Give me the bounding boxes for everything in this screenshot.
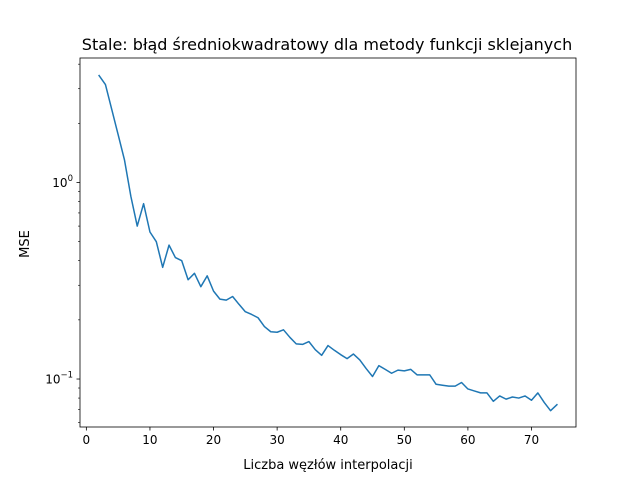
x-tick-label: 50 (397, 433, 412, 447)
plot-frame (79, 57, 577, 428)
x-tick-label: 30 (269, 433, 284, 447)
x-axis: 0 10 20 30 40 50 60 70 (83, 427, 539, 447)
plot-area (79, 57, 577, 428)
x-tick-label: 70 (524, 433, 539, 447)
chart-title: Stale: błąd średniokwadratowy dla metody… (82, 35, 572, 54)
y-axis-label: MSE (18, 230, 33, 258)
y-axis: 10−1 100 (45, 63, 80, 423)
y-tick-label: 10−1 (45, 371, 73, 387)
x-tick-label: 10 (142, 433, 157, 447)
x-tick-label: 0 (83, 433, 91, 447)
x-tick-label: 20 (206, 433, 221, 447)
mse-series-line (98, 74, 558, 412)
x-tick-label: 60 (460, 433, 475, 447)
x-tick-label: 40 (333, 433, 348, 447)
y-tick-label: 100 (52, 174, 73, 190)
x-axis-label: Liczba węzłów interpolacji (243, 458, 413, 473)
